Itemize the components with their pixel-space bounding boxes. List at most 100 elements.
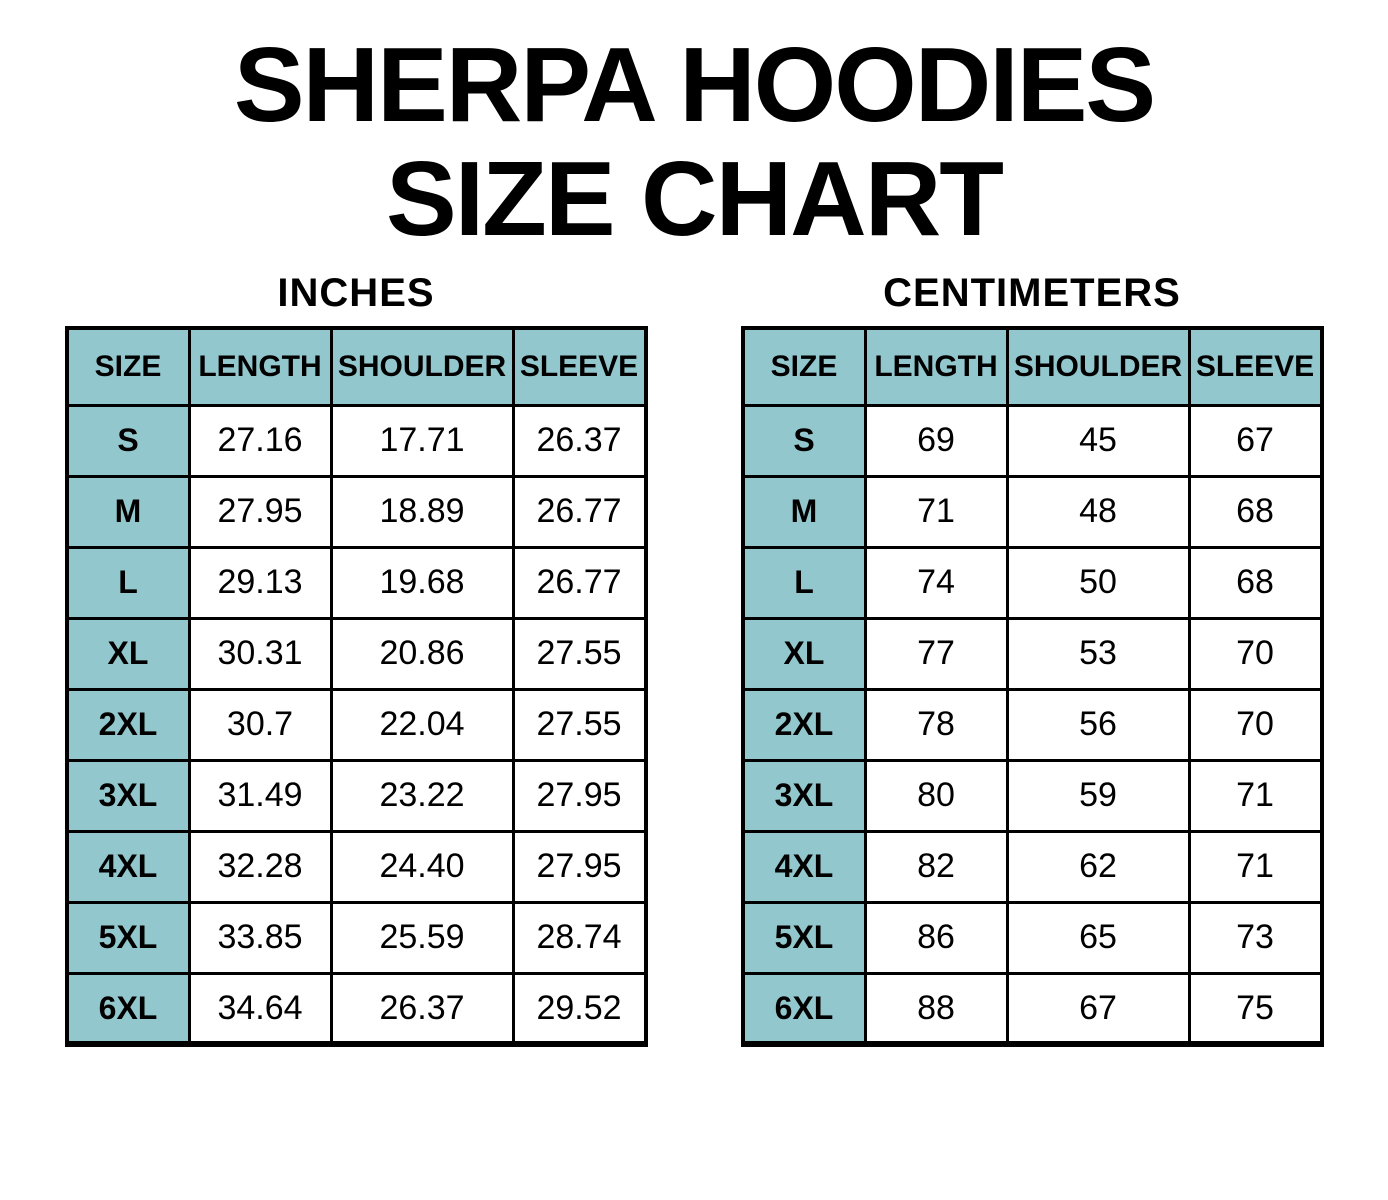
size-label: 5XL (741, 900, 867, 975)
size-label: XL (741, 616, 867, 691)
measurement-value: 50 (1005, 545, 1191, 620)
measurement-value: 65 (1005, 900, 1191, 975)
measurement-value: 86 (863, 900, 1009, 975)
column-header-sleeve: SLEEVE (511, 326, 647, 407)
measurement-value: 67 (1005, 971, 1191, 1046)
size-label: 2XL (741, 687, 867, 762)
measurement-value: 70 (1187, 687, 1323, 762)
header-row: SIZE LENGTH SHOULDER SLEEVE (741, 326, 1323, 407)
measurement-value: 28.74 (511, 900, 647, 975)
column-header-length: LENGTH (863, 326, 1009, 407)
size-label: M (65, 474, 191, 549)
size-label: 4XL (741, 829, 867, 904)
measurement-value: 62 (1005, 829, 1191, 904)
table-row: L 74 50 68 (741, 545, 1323, 620)
measurement-value: 45 (1005, 403, 1191, 478)
measurement-value: 26.37 (329, 971, 515, 1046)
measurement-value: 18.89 (329, 474, 515, 549)
table-row: M 27.95 18.89 26.77 (65, 474, 647, 549)
size-label: 5XL (65, 900, 191, 975)
size-label: L (741, 545, 867, 620)
measurement-value: 23.22 (329, 758, 515, 833)
size-label: L (65, 545, 191, 620)
measurement-value: 70 (1187, 616, 1323, 691)
table-row: 4XL 32.28 24.40 27.95 (65, 829, 647, 904)
table-row: 5XL 86 65 73 (741, 900, 1323, 975)
tables-container: INCHES SIZE LENGTH SHOULDER SLEEVE S 27.16 17.… (0, 271, 1388, 1048)
column-header-sleeve: SLEEVE (1187, 326, 1323, 407)
column-header-shoulder: SHOULDER (1005, 326, 1191, 407)
measurement-value: 67 (1187, 403, 1323, 478)
measurement-value: 74 (863, 545, 1009, 620)
measurement-value: 27.55 (511, 687, 647, 762)
measurement-value: 27.95 (511, 829, 647, 904)
table-row: XL 77 53 70 (741, 616, 1323, 691)
header-row: SIZE LENGTH SHOULDER SLEEVE (65, 326, 647, 407)
table-row: XL 30.31 20.86 27.55 (65, 616, 647, 691)
inches-section: INCHES SIZE LENGTH SHOULDER SLEEVE S 27.16 17.… (64, 270, 648, 1048)
measurement-value: 27.55 (511, 616, 647, 691)
table-row: 2XL 78 56 70 (741, 687, 1323, 762)
measurement-value: 26.77 (511, 545, 647, 620)
table-row: 5XL 33.85 25.59 28.74 (65, 900, 647, 975)
title-line-1: SHERPA HOODIES (233, 26, 1156, 144)
size-label: M (741, 474, 867, 549)
size-label: 3XL (65, 758, 191, 833)
measurement-value: 71 (863, 474, 1009, 549)
measurement-value: 68 (1187, 545, 1323, 620)
measurement-value: 26.77 (511, 474, 647, 549)
measurement-value: 78 (863, 687, 1009, 762)
measurement-value: 19.68 (329, 545, 515, 620)
table-row: M 71 48 68 (741, 474, 1323, 549)
table-row: 4XL 82 62 71 (741, 829, 1323, 904)
table-row: 2XL 30.7 22.04 27.55 (65, 687, 647, 762)
column-header-length: LENGTH (187, 326, 333, 407)
measurement-value: 56 (1005, 687, 1191, 762)
measurement-value: 48 (1005, 474, 1191, 549)
title-line-2: SIZE CHART (386, 140, 1004, 259)
measurement-value: 17.71 (329, 403, 515, 478)
measurement-value: 69 (863, 403, 1009, 478)
measurement-value: 32.28 (187, 829, 333, 904)
measurement-value: 26.37 (511, 403, 647, 478)
measurement-value: 29.13 (187, 545, 333, 620)
size-label: 4XL (65, 829, 191, 904)
measurement-value: 34.64 (187, 971, 333, 1046)
measurement-value: 71 (1187, 758, 1323, 833)
table-row: 3XL 31.49 23.22 27.95 (65, 758, 647, 833)
measurement-value: 31.49 (187, 758, 333, 833)
measurement-value: 59 (1005, 758, 1191, 833)
table-row: L 29.13 19.68 26.77 (65, 545, 647, 620)
inches-heading: INCHES (277, 270, 435, 315)
measurement-value: 33.85 (187, 900, 333, 975)
measurement-value: 22.04 (329, 687, 515, 762)
measurement-value: 53 (1005, 616, 1191, 691)
measurement-value: 27.95 (511, 758, 647, 833)
measurement-value: 68 (1187, 474, 1323, 549)
inches-table: SIZE LENGTH SHOULDER SLEEVE S 27.16 17.71 26.37… (64, 325, 648, 1048)
measurement-value: 29.52 (511, 971, 647, 1046)
size-label: 6XL (65, 971, 191, 1046)
column-header-size: SIZE (65, 326, 191, 407)
measurement-value: 30.31 (187, 616, 333, 691)
measurement-value: 27.16 (187, 403, 333, 478)
table-row: 6XL 88 67 75 (741, 971, 1323, 1046)
table-row: S 69 45 67 (741, 403, 1323, 478)
measurement-value: 24.40 (329, 829, 515, 904)
centimeters-table: SIZE LENGTH SHOULDER SLEEVE S 69 45 67 M 71 48 68 L 7… (740, 325, 1324, 1048)
measurement-value: 77 (863, 616, 1009, 691)
page-title: SHERPA HOODIES SIZE CHART (0, 28, 1388, 257)
measurement-value: 80 (863, 758, 1009, 833)
column-header-size: SIZE (741, 326, 867, 407)
measurement-value: 30.7 (187, 687, 333, 762)
column-header-shoulder: SHOULDER (329, 326, 515, 407)
size-label: S (65, 403, 191, 478)
table-row: S 27.16 17.71 26.37 (65, 403, 647, 478)
table-row: 3XL 80 59 71 (741, 758, 1323, 833)
size-label: S (741, 403, 867, 478)
measurement-value: 20.86 (329, 616, 515, 691)
size-label: 6XL (741, 971, 867, 1046)
measurement-value: 71 (1187, 829, 1323, 904)
size-label: 2XL (65, 687, 191, 762)
